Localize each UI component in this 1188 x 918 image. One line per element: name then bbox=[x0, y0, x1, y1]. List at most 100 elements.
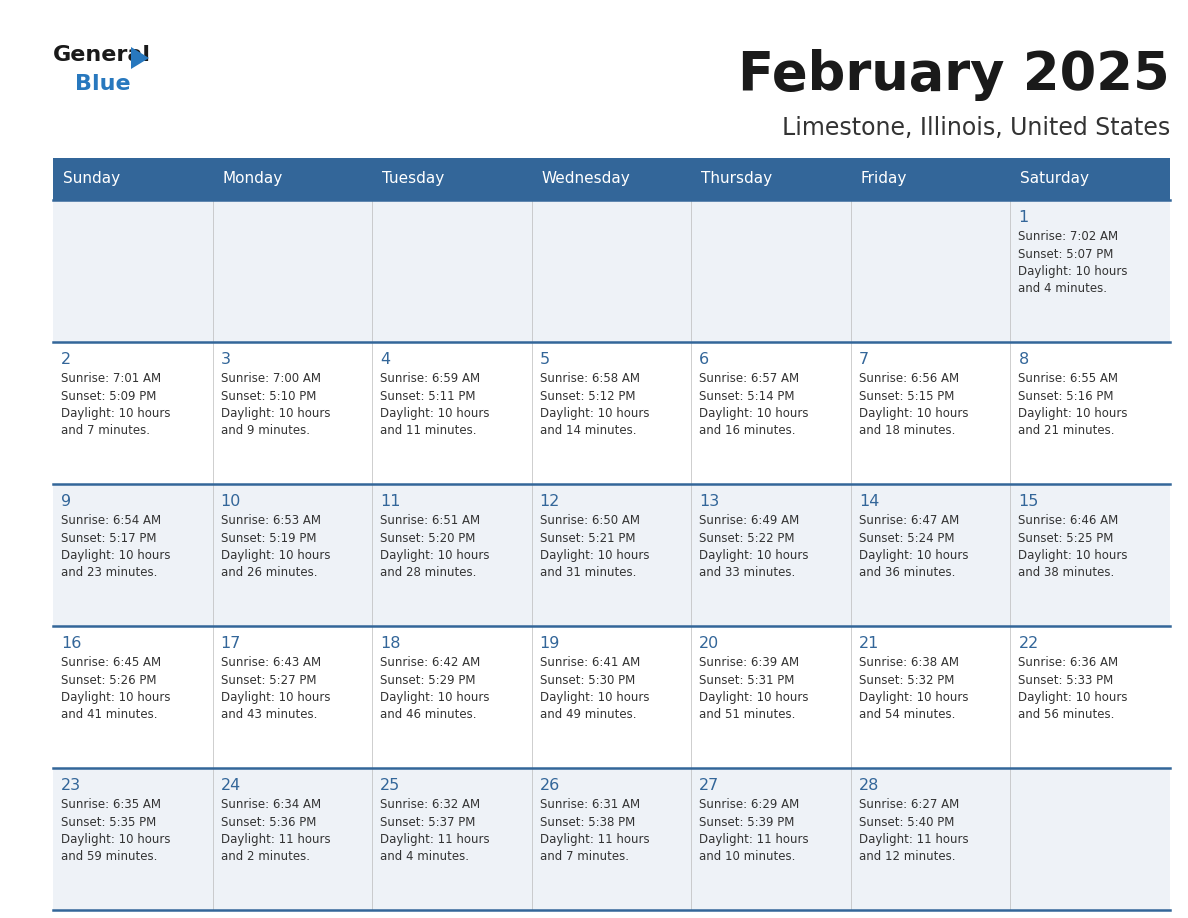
Text: Saturday: Saturday bbox=[1020, 172, 1089, 186]
Bar bbox=[53, 342, 213, 484]
Text: 18: 18 bbox=[380, 636, 400, 651]
Text: 1: 1 bbox=[1018, 210, 1029, 225]
Bar bbox=[851, 768, 1011, 910]
Text: 8: 8 bbox=[1018, 352, 1029, 367]
Text: Sunrise: 6:43 AM
Sunset: 5:27 PM
Daylight: 10 hours
and 43 minutes.: Sunrise: 6:43 AM Sunset: 5:27 PM Dayligh… bbox=[221, 656, 330, 722]
Bar bbox=[851, 626, 1011, 768]
Text: Sunrise: 6:49 AM
Sunset: 5:22 PM
Daylight: 10 hours
and 33 minutes.: Sunrise: 6:49 AM Sunset: 5:22 PM Dayligh… bbox=[700, 514, 809, 579]
Text: Friday: Friday bbox=[861, 172, 908, 186]
Text: Sunrise: 6:42 AM
Sunset: 5:29 PM
Daylight: 10 hours
and 46 minutes.: Sunrise: 6:42 AM Sunset: 5:29 PM Dayligh… bbox=[380, 656, 489, 722]
Text: Sunrise: 6:41 AM
Sunset: 5:30 PM
Daylight: 10 hours
and 49 minutes.: Sunrise: 6:41 AM Sunset: 5:30 PM Dayligh… bbox=[539, 656, 649, 722]
Text: Blue: Blue bbox=[75, 74, 131, 94]
Bar bbox=[213, 626, 372, 768]
Polygon shape bbox=[131, 47, 148, 69]
Text: Sunrise: 6:47 AM
Sunset: 5:24 PM
Daylight: 10 hours
and 36 minutes.: Sunrise: 6:47 AM Sunset: 5:24 PM Dayligh… bbox=[859, 514, 968, 579]
Bar bbox=[1011, 626, 1170, 768]
Bar bbox=[372, 158, 532, 200]
Text: 25: 25 bbox=[380, 778, 400, 793]
Text: Sunrise: 6:55 AM
Sunset: 5:16 PM
Daylight: 10 hours
and 21 minutes.: Sunrise: 6:55 AM Sunset: 5:16 PM Dayligh… bbox=[1018, 372, 1127, 438]
Bar bbox=[213, 768, 372, 910]
Text: Sunrise: 6:34 AM
Sunset: 5:36 PM
Daylight: 11 hours
and 2 minutes.: Sunrise: 6:34 AM Sunset: 5:36 PM Dayligh… bbox=[221, 798, 330, 864]
Text: Sunrise: 6:36 AM
Sunset: 5:33 PM
Daylight: 10 hours
and 56 minutes.: Sunrise: 6:36 AM Sunset: 5:33 PM Dayligh… bbox=[1018, 656, 1127, 722]
Bar bbox=[213, 158, 372, 200]
Bar bbox=[532, 158, 691, 200]
Bar bbox=[691, 342, 851, 484]
Bar bbox=[53, 768, 213, 910]
Text: General: General bbox=[53, 45, 151, 65]
Text: 4: 4 bbox=[380, 352, 391, 367]
Bar bbox=[53, 484, 213, 626]
Bar bbox=[691, 484, 851, 626]
Bar bbox=[372, 200, 532, 342]
Text: Tuesday: Tuesday bbox=[383, 172, 444, 186]
Text: 9: 9 bbox=[61, 494, 71, 509]
Bar bbox=[1011, 768, 1170, 910]
Bar bbox=[372, 768, 532, 910]
Bar bbox=[851, 342, 1011, 484]
Text: 3: 3 bbox=[221, 352, 230, 367]
Bar bbox=[1011, 342, 1170, 484]
Text: Sunrise: 6:50 AM
Sunset: 5:21 PM
Daylight: 10 hours
and 31 minutes.: Sunrise: 6:50 AM Sunset: 5:21 PM Dayligh… bbox=[539, 514, 649, 579]
Bar bbox=[851, 158, 1011, 200]
Text: 13: 13 bbox=[700, 494, 720, 509]
Text: 27: 27 bbox=[700, 778, 720, 793]
Text: 23: 23 bbox=[61, 778, 81, 793]
Bar bbox=[691, 626, 851, 768]
Text: Limestone, Illinois, United States: Limestone, Illinois, United States bbox=[782, 116, 1170, 140]
Text: Sunrise: 6:38 AM
Sunset: 5:32 PM
Daylight: 10 hours
and 54 minutes.: Sunrise: 6:38 AM Sunset: 5:32 PM Dayligh… bbox=[859, 656, 968, 722]
Text: 24: 24 bbox=[221, 778, 241, 793]
Text: Sunrise: 6:58 AM
Sunset: 5:12 PM
Daylight: 10 hours
and 14 minutes.: Sunrise: 6:58 AM Sunset: 5:12 PM Dayligh… bbox=[539, 372, 649, 438]
Text: 14: 14 bbox=[859, 494, 879, 509]
Text: 10: 10 bbox=[221, 494, 241, 509]
Text: February 2025: February 2025 bbox=[739, 49, 1170, 101]
Bar bbox=[53, 158, 213, 200]
Text: Sunrise: 6:59 AM
Sunset: 5:11 PM
Daylight: 10 hours
and 11 minutes.: Sunrise: 6:59 AM Sunset: 5:11 PM Dayligh… bbox=[380, 372, 489, 438]
Bar bbox=[1011, 158, 1170, 200]
Text: Wednesday: Wednesday bbox=[542, 172, 631, 186]
Bar bbox=[691, 200, 851, 342]
Bar bbox=[691, 768, 851, 910]
Bar bbox=[53, 626, 213, 768]
Text: 11: 11 bbox=[380, 494, 400, 509]
Text: Sunrise: 6:27 AM
Sunset: 5:40 PM
Daylight: 11 hours
and 12 minutes.: Sunrise: 6:27 AM Sunset: 5:40 PM Dayligh… bbox=[859, 798, 968, 864]
Text: 16: 16 bbox=[61, 636, 81, 651]
Bar bbox=[372, 484, 532, 626]
Text: Sunrise: 7:01 AM
Sunset: 5:09 PM
Daylight: 10 hours
and 7 minutes.: Sunrise: 7:01 AM Sunset: 5:09 PM Dayligh… bbox=[61, 372, 171, 438]
Text: 21: 21 bbox=[859, 636, 879, 651]
Bar bbox=[53, 200, 213, 342]
Text: Sunrise: 6:51 AM
Sunset: 5:20 PM
Daylight: 10 hours
and 28 minutes.: Sunrise: 6:51 AM Sunset: 5:20 PM Dayligh… bbox=[380, 514, 489, 579]
Text: Monday: Monday bbox=[222, 172, 283, 186]
Text: Sunrise: 7:00 AM
Sunset: 5:10 PM
Daylight: 10 hours
and 9 minutes.: Sunrise: 7:00 AM Sunset: 5:10 PM Dayligh… bbox=[221, 372, 330, 438]
Text: Sunrise: 6:54 AM
Sunset: 5:17 PM
Daylight: 10 hours
and 23 minutes.: Sunrise: 6:54 AM Sunset: 5:17 PM Dayligh… bbox=[61, 514, 171, 579]
Bar bbox=[851, 484, 1011, 626]
Bar bbox=[532, 342, 691, 484]
Text: 15: 15 bbox=[1018, 494, 1038, 509]
Text: Sunrise: 6:29 AM
Sunset: 5:39 PM
Daylight: 11 hours
and 10 minutes.: Sunrise: 6:29 AM Sunset: 5:39 PM Dayligh… bbox=[700, 798, 809, 864]
Text: 12: 12 bbox=[539, 494, 560, 509]
Bar bbox=[1011, 200, 1170, 342]
Bar bbox=[213, 200, 372, 342]
Text: 2: 2 bbox=[61, 352, 71, 367]
Text: 7: 7 bbox=[859, 352, 868, 367]
Text: 22: 22 bbox=[1018, 636, 1038, 651]
Bar bbox=[1011, 484, 1170, 626]
Bar bbox=[532, 626, 691, 768]
Text: 28: 28 bbox=[859, 778, 879, 793]
Text: 20: 20 bbox=[700, 636, 720, 651]
Text: Sunrise: 7:02 AM
Sunset: 5:07 PM
Daylight: 10 hours
and 4 minutes.: Sunrise: 7:02 AM Sunset: 5:07 PM Dayligh… bbox=[1018, 230, 1127, 296]
Text: Sunrise: 6:45 AM
Sunset: 5:26 PM
Daylight: 10 hours
and 41 minutes.: Sunrise: 6:45 AM Sunset: 5:26 PM Dayligh… bbox=[61, 656, 171, 722]
Text: Sunrise: 6:35 AM
Sunset: 5:35 PM
Daylight: 10 hours
and 59 minutes.: Sunrise: 6:35 AM Sunset: 5:35 PM Dayligh… bbox=[61, 798, 171, 864]
Text: Sunrise: 6:53 AM
Sunset: 5:19 PM
Daylight: 10 hours
and 26 minutes.: Sunrise: 6:53 AM Sunset: 5:19 PM Dayligh… bbox=[221, 514, 330, 579]
Text: 26: 26 bbox=[539, 778, 560, 793]
Text: Sunrise: 6:39 AM
Sunset: 5:31 PM
Daylight: 10 hours
and 51 minutes.: Sunrise: 6:39 AM Sunset: 5:31 PM Dayligh… bbox=[700, 656, 809, 722]
Text: 6: 6 bbox=[700, 352, 709, 367]
Text: Thursday: Thursday bbox=[701, 172, 772, 186]
Bar bbox=[532, 768, 691, 910]
Bar bbox=[372, 626, 532, 768]
Text: 5: 5 bbox=[539, 352, 550, 367]
Text: Sunrise: 6:46 AM
Sunset: 5:25 PM
Daylight: 10 hours
and 38 minutes.: Sunrise: 6:46 AM Sunset: 5:25 PM Dayligh… bbox=[1018, 514, 1127, 579]
Bar bbox=[851, 200, 1011, 342]
Bar bbox=[532, 200, 691, 342]
Text: Sunday: Sunday bbox=[63, 172, 120, 186]
Text: Sunrise: 6:56 AM
Sunset: 5:15 PM
Daylight: 10 hours
and 18 minutes.: Sunrise: 6:56 AM Sunset: 5:15 PM Dayligh… bbox=[859, 372, 968, 438]
